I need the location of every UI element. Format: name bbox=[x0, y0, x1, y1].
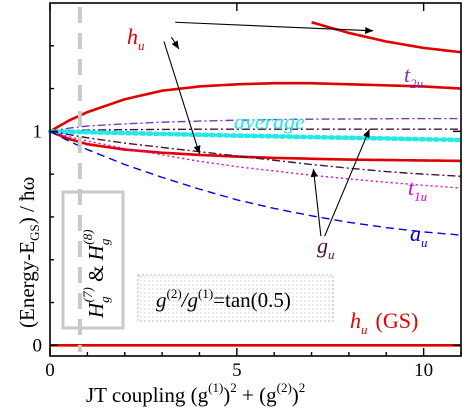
arrow-gu-to-upper bbox=[324, 129, 370, 237]
label-gu: gu bbox=[317, 233, 335, 262]
ratio-label-box bbox=[137, 274, 334, 322]
axis-ticks: 0 5 10 0 1 bbox=[33, 3, 462, 381]
coupling-label-box bbox=[61, 190, 125, 330]
series-line-hu-1 bbox=[49, 81, 462, 133]
arrow-hu-to-upper-head bbox=[365, 27, 374, 34]
label-t1u: t1u bbox=[408, 175, 428, 204]
arrow-hu-to-lower bbox=[163, 41, 200, 154]
series-line-hu-3 bbox=[311, 21, 462, 54]
x-tick-label-5: 5 bbox=[232, 360, 242, 381]
label-t2u: t2u bbox=[404, 62, 424, 91]
series-layer bbox=[47, 21, 463, 347]
series-line-gu-7 bbox=[49, 130, 462, 177]
y-tick-label-0: 0 bbox=[33, 335, 43, 356]
arrow-hu-to-middle-head bbox=[171, 40, 179, 49]
arrow-hu-to-upper bbox=[175, 21, 374, 32]
arrow-gu-to-lower-head bbox=[310, 168, 318, 178]
label-average: average bbox=[234, 109, 305, 134]
arrow-gu-to-lower bbox=[312, 168, 322, 237]
svg-text:Hg(7) & Hg(8): Hg(7) & Hg(8) bbox=[80, 229, 112, 319]
annotation-arrows bbox=[163, 21, 374, 237]
x-tick-label-10: 10 bbox=[414, 360, 433, 381]
x-tick-label-0: 0 bbox=[45, 360, 55, 381]
series-line-average-6 bbox=[47, 129, 463, 143]
label-au: au bbox=[410, 221, 428, 250]
series-line-t1u-8 bbox=[49, 130, 462, 189]
label-hu-gs: hu (GS) bbox=[350, 308, 418, 337]
y-tick-label-1: 1 bbox=[33, 121, 43, 142]
plot-frame bbox=[49, 2, 462, 357]
label-hu-top: hu bbox=[127, 24, 145, 53]
arrow-hu-to-lower-head bbox=[193, 145, 201, 154]
arrow-gu-to-upper-head bbox=[363, 129, 370, 138]
coupling-label: Hg(7) & Hg(8) bbox=[80, 229, 112, 319]
x-axis-label: JT coupling (g(1))2 + (g(2))2 bbox=[86, 380, 305, 407]
series-line-au-9 bbox=[49, 130, 462, 236]
ratio-label: g(2)/g(1)=tan(0.5) bbox=[156, 286, 291, 312]
y-axis-label: (Energy-EGS) / ħω bbox=[15, 177, 42, 328]
series-line-t2u-4 bbox=[49, 117, 461, 133]
